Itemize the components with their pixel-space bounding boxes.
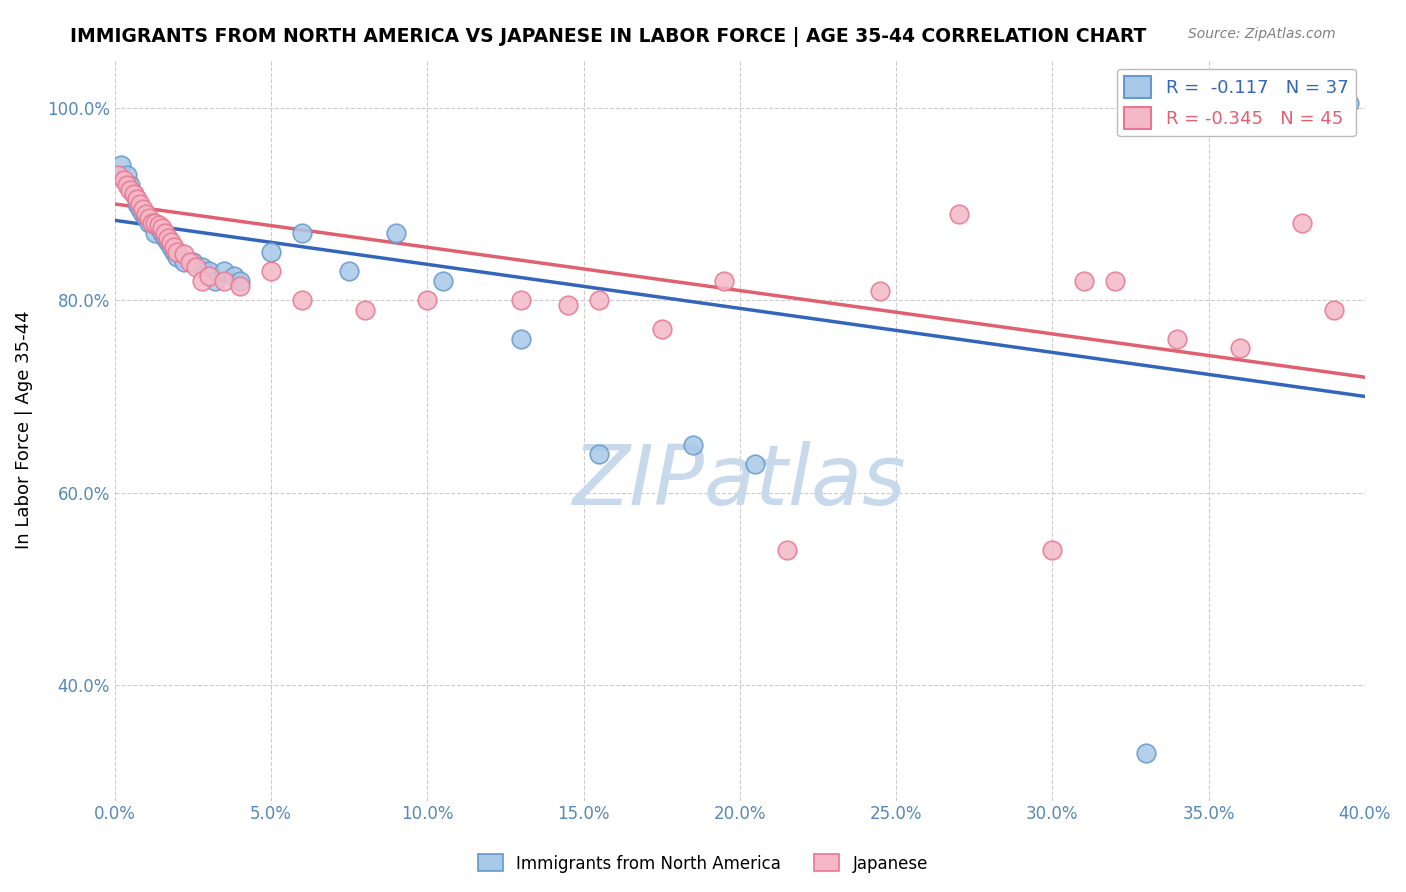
- Text: Source: ZipAtlas.com: Source: ZipAtlas.com: [1188, 27, 1336, 41]
- Point: [163, 240, 186, 254]
- Point: [125, 197, 148, 211]
- Point: [156, 235, 179, 250]
- Point: [1339, 95, 1361, 110]
- Point: [117, 168, 139, 182]
- Point: [145, 216, 167, 230]
- Point: [337, 264, 360, 278]
- Point: [128, 202, 150, 216]
- Legend: R =  -0.117   N = 37, R = -0.345   N = 45: R = -0.117 N = 37, R = -0.345 N = 45: [1116, 69, 1355, 136]
- Point: [776, 543, 799, 558]
- Point: [125, 192, 148, 206]
- Point: [148, 221, 170, 235]
- Point: [148, 218, 170, 232]
- Point: [110, 158, 132, 172]
- Point: [588, 447, 610, 461]
- Point: [1104, 274, 1126, 288]
- Point: [197, 269, 219, 284]
- Point: [713, 274, 735, 288]
- Point: [948, 206, 970, 220]
- Point: [150, 226, 173, 240]
- Point: [1166, 332, 1188, 346]
- Point: [1040, 543, 1063, 558]
- Point: [222, 269, 245, 284]
- Point: [229, 274, 252, 288]
- Point: [141, 216, 163, 230]
- Point: [588, 293, 610, 308]
- Point: [432, 274, 454, 288]
- Point: [1073, 274, 1095, 288]
- Point: [1322, 302, 1344, 317]
- Point: [291, 293, 314, 308]
- Point: [682, 437, 704, 451]
- Point: [163, 245, 186, 260]
- Point: [204, 274, 226, 288]
- Point: [1291, 216, 1313, 230]
- Point: [385, 226, 408, 240]
- Point: [510, 293, 533, 308]
- Point: [212, 264, 235, 278]
- Point: [260, 245, 283, 260]
- Point: [510, 332, 533, 346]
- Point: [145, 226, 167, 240]
- Point: [128, 197, 150, 211]
- Point: [120, 178, 142, 192]
- Point: [117, 178, 139, 192]
- Point: [353, 302, 375, 317]
- Point: [141, 216, 163, 230]
- Point: [153, 226, 176, 240]
- Point: [112, 173, 135, 187]
- Point: [156, 230, 179, 244]
- Point: [122, 187, 145, 202]
- Point: [135, 206, 157, 220]
- Point: [651, 322, 673, 336]
- Point: [122, 187, 145, 202]
- Point: [160, 235, 183, 250]
- Text: IMMIGRANTS FROM NORTH AMERICA VS JAPANESE IN LABOR FORCE | AGE 35-44 CORRELATION: IMMIGRANTS FROM NORTH AMERICA VS JAPANES…: [70, 27, 1147, 46]
- Point: [744, 457, 766, 471]
- Point: [181, 254, 204, 268]
- Point: [166, 250, 188, 264]
- Point: [135, 211, 157, 226]
- Point: [229, 278, 252, 293]
- Point: [160, 240, 183, 254]
- Point: [184, 260, 207, 274]
- Point: [173, 254, 195, 268]
- Point: [191, 274, 214, 288]
- Point: [107, 168, 129, 182]
- Point: [212, 274, 235, 288]
- Point: [1135, 746, 1157, 760]
- Point: [173, 247, 195, 261]
- Point: [1229, 341, 1251, 355]
- Point: [869, 284, 891, 298]
- Point: [150, 221, 173, 235]
- Point: [191, 260, 214, 274]
- Point: [132, 202, 155, 216]
- Point: [291, 226, 314, 240]
- Point: [260, 264, 283, 278]
- Point: [557, 298, 579, 312]
- Point: [138, 216, 160, 230]
- Point: [197, 264, 219, 278]
- Y-axis label: In Labor Force | Age 35-44: In Labor Force | Age 35-44: [15, 310, 32, 549]
- Legend: Immigrants from North America, Japanese: Immigrants from North America, Japanese: [471, 847, 935, 880]
- Point: [132, 206, 155, 220]
- Point: [138, 211, 160, 226]
- Point: [416, 293, 439, 308]
- Point: [166, 245, 188, 260]
- Point: [153, 230, 176, 244]
- Point: [120, 182, 142, 196]
- Point: [179, 254, 201, 268]
- Text: ZIPatlas: ZIPatlas: [574, 442, 907, 523]
